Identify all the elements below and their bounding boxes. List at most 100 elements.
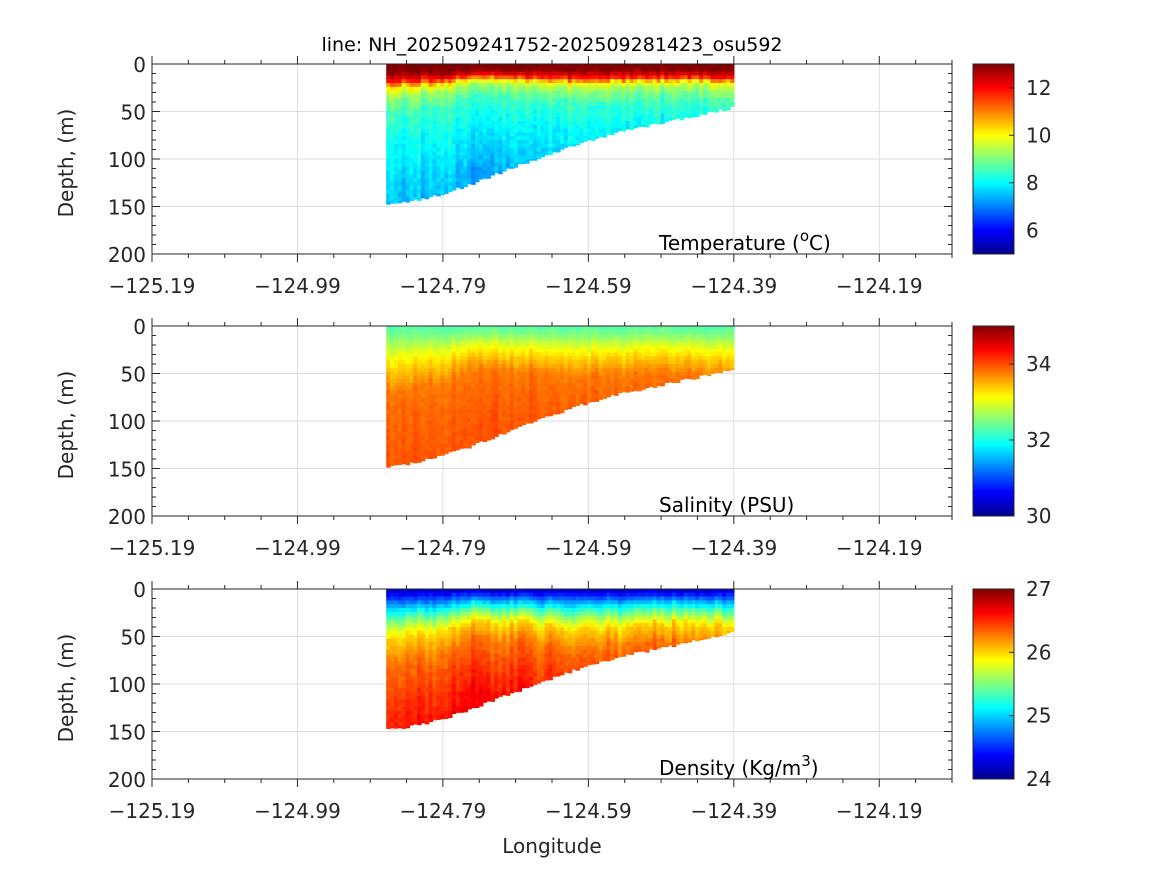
section-cell xyxy=(487,429,492,433)
section-cell xyxy=(703,326,708,330)
section-cell xyxy=(452,425,457,429)
section-cell xyxy=(413,87,418,91)
section-cell xyxy=(506,413,511,417)
section-cell xyxy=(722,368,727,371)
section-cell xyxy=(548,121,553,125)
section-cell xyxy=(436,68,441,72)
section-cell xyxy=(390,722,395,726)
section-cell xyxy=(456,182,461,186)
section-cell xyxy=(390,337,395,341)
x-tick-label: −125.19 xyxy=(109,536,196,560)
section-cell xyxy=(452,383,457,387)
section-cell xyxy=(433,379,438,383)
section-cell xyxy=(525,360,530,364)
section-cell xyxy=(599,68,604,72)
section-cell xyxy=(452,353,457,357)
section-cell xyxy=(498,345,503,349)
section-cell xyxy=(603,121,608,125)
section-cell xyxy=(456,383,461,387)
section-cell xyxy=(730,345,735,349)
section-cell xyxy=(406,650,411,654)
section-cell xyxy=(394,661,399,665)
section-cell xyxy=(684,345,689,349)
section-cell xyxy=(506,72,511,76)
section-cell xyxy=(390,129,395,133)
section-cell xyxy=(649,330,654,334)
section-cell xyxy=(467,113,472,117)
section-cell xyxy=(630,75,635,79)
section-cell xyxy=(390,197,395,201)
section-cell xyxy=(421,597,426,601)
section-cell xyxy=(394,425,399,429)
section-cell xyxy=(394,703,399,707)
section-cell xyxy=(421,703,426,707)
section-cell xyxy=(487,402,492,406)
section-cell xyxy=(406,110,411,114)
section-cell xyxy=(433,387,438,391)
section-cell xyxy=(556,148,561,152)
section-cell xyxy=(433,402,438,406)
section-cell xyxy=(518,375,523,379)
section-cell xyxy=(433,72,438,76)
section-cell xyxy=(715,110,720,113)
section-cell xyxy=(433,383,438,387)
section-cell xyxy=(413,612,418,616)
section-cell xyxy=(467,398,472,402)
section-cell xyxy=(599,356,604,360)
section-cell xyxy=(406,182,411,186)
section-cell xyxy=(498,341,503,345)
section-cell xyxy=(456,387,461,391)
section-cell xyxy=(518,75,523,79)
section-cell xyxy=(413,440,418,444)
section-cell xyxy=(425,417,430,421)
panel-temperature: −125.19−124.99−124.79−124.59−124.39−124.… xyxy=(54,53,1051,298)
section-cell xyxy=(444,444,449,448)
section-cell xyxy=(649,75,654,79)
section-cell xyxy=(436,429,441,433)
section-cell xyxy=(436,455,441,456)
section-cell xyxy=(402,600,407,604)
section-cell xyxy=(560,129,565,133)
section-cell xyxy=(452,448,457,452)
section-cell xyxy=(406,356,411,360)
section-cell xyxy=(525,337,530,341)
section-cell xyxy=(556,356,561,360)
section-cell xyxy=(618,368,623,372)
section-cell xyxy=(406,148,411,152)
section-cell xyxy=(402,436,407,440)
section-cell xyxy=(560,387,565,391)
section-cell xyxy=(630,106,635,110)
section-cell xyxy=(548,83,553,87)
section-cell xyxy=(603,356,608,360)
section-cell xyxy=(599,64,604,68)
section-cell xyxy=(622,326,627,330)
y-tick-label: 150 xyxy=(108,458,146,482)
section-cell xyxy=(390,635,395,639)
section-cell xyxy=(406,417,411,421)
section-cell xyxy=(421,600,426,604)
section-cell xyxy=(672,341,677,345)
section-cell xyxy=(406,402,411,406)
colorbar-tick-label: 6 xyxy=(1026,218,1039,242)
section-cell xyxy=(390,726,395,729)
section-cell xyxy=(444,334,449,338)
section-cell xyxy=(572,402,577,406)
section-cell xyxy=(653,121,658,124)
section-cell xyxy=(572,364,577,368)
section-cell xyxy=(672,113,677,117)
section-cell xyxy=(518,353,523,357)
section-cell xyxy=(653,110,658,114)
section-cell xyxy=(425,345,430,349)
section-cell xyxy=(394,125,399,129)
section-cell xyxy=(394,631,399,635)
section-cell xyxy=(603,375,608,379)
section-cell xyxy=(421,155,426,159)
section-cell xyxy=(514,167,519,168)
y-tick-label: 0 xyxy=(133,53,146,77)
section-cell xyxy=(518,68,523,72)
section-cell xyxy=(653,79,658,83)
section-cell xyxy=(413,341,418,345)
section-cell xyxy=(548,144,553,148)
section-cell xyxy=(599,106,604,110)
section-cell xyxy=(715,326,720,330)
